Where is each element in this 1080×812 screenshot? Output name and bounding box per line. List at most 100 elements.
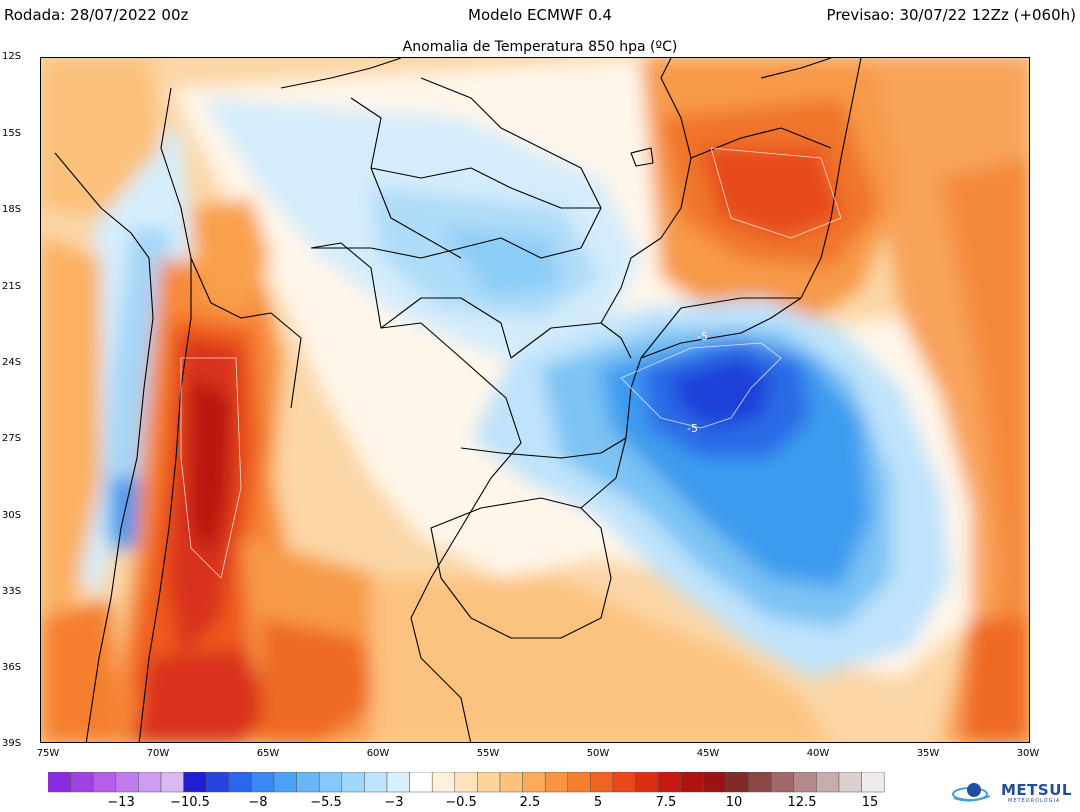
lon-label-50w: 50W xyxy=(586,748,610,759)
lon-label-60w: 60W xyxy=(366,748,390,759)
lat-label-30s: 30S xyxy=(2,510,22,521)
colorbar-swatch xyxy=(612,772,636,793)
anomaly-map: -5 -5 xyxy=(40,57,1030,743)
contour-minus5-a xyxy=(620,342,782,429)
colorbar-label-7-5: 7.5 xyxy=(655,795,677,810)
colorbar-swatch xyxy=(454,772,478,793)
color-scale-bar xyxy=(48,772,885,793)
run-date-label: Rodada: 28/07/2022 00z xyxy=(4,6,189,24)
colorbar-swatch xyxy=(273,772,297,793)
contour-label-1: -5 xyxy=(697,330,708,343)
colorbar-swatch xyxy=(205,772,230,793)
colorbar-label-minus5-5: −5.5 xyxy=(310,795,342,810)
metsul-logo xyxy=(952,783,991,802)
atlantic-coastline xyxy=(580,58,862,509)
minas-goias-border xyxy=(600,58,692,324)
colorbar-swatch xyxy=(160,772,184,793)
colorbar-swatch xyxy=(590,772,614,793)
colorbar-swatch xyxy=(657,772,682,793)
pacific-coastline xyxy=(54,152,154,742)
colorbar-swatch xyxy=(70,772,94,793)
lon-label-75w: 75W xyxy=(36,748,60,759)
lat-label-12s: 12S xyxy=(2,51,22,62)
colorbar-swatch xyxy=(341,772,365,793)
colorbar-label-minus13: −13 xyxy=(107,795,135,810)
bolivia-argentina-border xyxy=(190,257,302,409)
colorbar-label-12-5: 12.5 xyxy=(787,795,817,810)
model-label: Modelo ECMWF 0.4 xyxy=(468,6,612,24)
colorbar-label-10: 10 xyxy=(725,795,743,810)
peru-bolivia-border xyxy=(280,58,402,89)
colorbar-label-minus10-5: −10.5 xyxy=(170,795,210,810)
df-border xyxy=(630,147,654,167)
colorbar-label-2-5: 2.5 xyxy=(519,795,541,810)
colorbar-swatch xyxy=(183,772,207,793)
anomaly-field xyxy=(41,58,1029,742)
argentina-east-border xyxy=(310,242,522,742)
colorbar-label-5: 5 xyxy=(593,795,603,810)
forecast-time-label: Previsao: 30/07/22 12Zz (+060h) xyxy=(826,6,1076,24)
colorbar-label-minus3: −3 xyxy=(384,795,404,810)
uruguay-border xyxy=(430,497,612,639)
anomaly-contours xyxy=(180,147,842,579)
colorbar-swatch xyxy=(861,772,885,793)
colorbar-swatch xyxy=(318,772,343,793)
colorbar-swatch xyxy=(748,772,772,793)
lon-label-30w: 30W xyxy=(1016,748,1040,759)
lon-label-65w: 65W xyxy=(256,748,280,759)
lat-label-27s: 27S xyxy=(2,433,22,444)
lon-label-35w: 35W xyxy=(916,748,940,759)
colorbar-swatch xyxy=(838,772,862,793)
lat-label-36s: 36S xyxy=(2,662,22,673)
colorbar-swatch xyxy=(567,772,591,793)
lat-label-18s: 18S xyxy=(2,204,22,215)
contour-warm-bahia xyxy=(710,147,842,239)
lon-label-70w: 70W xyxy=(146,748,170,759)
lat-label-21s: 21S xyxy=(2,281,22,292)
colorbar-swatch xyxy=(477,772,501,793)
paraguay-border xyxy=(380,297,512,359)
colorbar-swatch xyxy=(115,772,139,793)
colorbar-swatch xyxy=(409,772,433,793)
lon-label-40w: 40W xyxy=(806,748,830,759)
rs-sc-border xyxy=(460,437,627,459)
colorbar-swatch xyxy=(92,772,117,793)
lon-label-45w: 45W xyxy=(696,748,720,759)
colorbar-swatch xyxy=(296,772,320,793)
bahia-north-border xyxy=(760,58,832,79)
colorbar-swatch xyxy=(522,772,546,793)
colorbar-swatch xyxy=(499,772,523,793)
lat-label-33s: 33S xyxy=(2,586,22,597)
map-title: Anomalia de Temperatura 850 hpa (ºC) xyxy=(402,39,678,55)
bolivia-south-border xyxy=(311,237,582,259)
colorbar-swatch xyxy=(680,772,704,793)
logo-text: METSUL xyxy=(1001,781,1072,799)
colorbar-label-minus0-5: −0.5 xyxy=(445,795,477,810)
colorbar-swatch xyxy=(386,772,410,793)
colorbar-swatch xyxy=(793,772,817,793)
colorbar-swatch xyxy=(544,772,569,793)
goias-border xyxy=(370,167,601,209)
colorbar-swatch xyxy=(703,772,727,793)
contour-warm-andes xyxy=(180,357,242,579)
lat-label-39s: 39S xyxy=(2,738,22,749)
colorbar-swatch xyxy=(228,772,252,793)
lat-label-24s: 24S xyxy=(2,357,22,368)
sp-border xyxy=(640,297,801,359)
colorbar-swatch xyxy=(138,772,162,793)
colorbar-swatch xyxy=(48,772,71,793)
contour-label-2: -5 xyxy=(687,422,698,435)
lat-label-15s: 15S xyxy=(2,128,22,139)
lon-label-55w: 55W xyxy=(476,748,500,759)
logo-subtext: METEOROLOGIA xyxy=(1008,798,1061,804)
colorbar-swatch xyxy=(251,772,275,793)
colorbar-swatch xyxy=(635,772,659,793)
colorbar-swatch xyxy=(364,772,388,793)
colorbar-label-15: 15 xyxy=(861,795,879,810)
colorbar-swatch xyxy=(725,772,749,793)
colorbar-swatch xyxy=(816,772,840,793)
colorbar-swatch xyxy=(770,772,795,793)
bahia-border xyxy=(690,127,832,159)
colorbar-swatch xyxy=(431,772,456,793)
colorbar-label-minus8: −8 xyxy=(248,795,268,810)
